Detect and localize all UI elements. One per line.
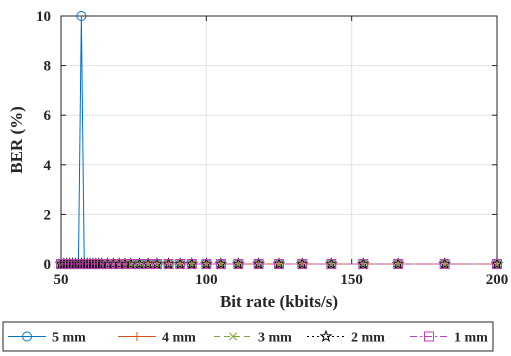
data-point [108, 259, 119, 269]
legend-marker [319, 329, 333, 342]
legend-label: 5 mm [52, 331, 86, 346]
data-point [252, 257, 266, 270]
data-point [185, 257, 199, 270]
legend-entry: 5 mm [8, 331, 86, 346]
data-point [201, 259, 212, 269]
data-point [175, 259, 186, 269]
data-point [438, 257, 452, 270]
data-point [119, 259, 130, 269]
legend-marker [229, 332, 237, 341]
legend-label: 1 mm [454, 331, 488, 346]
grid [60, 15, 498, 265]
data-point [391, 257, 405, 270]
y-tick-label: 10 [36, 9, 51, 25]
y-tick-label: 0 [44, 257, 52, 273]
data-point [96, 259, 107, 269]
axis-ticks: 50 100 150 200 0 2 4 6 8 10 [36, 9, 508, 288]
legend-label: 3 mm [258, 331, 292, 346]
series-line [61, 15, 497, 265]
data-point [215, 259, 226, 269]
data-point [231, 257, 245, 270]
data-point [186, 259, 197, 269]
series-group [54, 11, 504, 270]
y-tick-label: 2 [44, 207, 52, 223]
data-point [253, 259, 264, 269]
data-point [214, 257, 228, 270]
data-point [151, 259, 162, 269]
data-point [295, 257, 309, 270]
y-axis-title: BER (%) [7, 106, 26, 174]
y-tick-label: 4 [44, 158, 52, 174]
data-point [272, 257, 286, 270]
data-point [114, 259, 125, 269]
plot-frame [60, 15, 498, 265]
x-tick-label: 150 [340, 272, 363, 288]
data-point [356, 257, 370, 270]
legend-label: 2 mm [351, 331, 385, 346]
x-tick-label: 200 [486, 272, 509, 288]
legend: 5 mm 4 mm 3 mm 2 mm 1 mm [2, 321, 494, 352]
data-point [358, 259, 369, 269]
data-point [233, 259, 244, 269]
legend-marker [424, 331, 434, 342]
data-point [393, 259, 404, 269]
data-point [163, 259, 174, 269]
data-point [324, 257, 338, 270]
x-tick-label: 50 [54, 272, 69, 288]
legend-entry: 1 mm [410, 331, 488, 346]
legend-marker [132, 332, 142, 341]
data-point [326, 259, 337, 269]
series-1-mm [56, 259, 502, 269]
x-axis-title: Bit rate (kbits/s) [220, 292, 338, 311]
y-tick-label: 8 [44, 59, 52, 75]
data-point [76, 11, 87, 21]
legend-entry: 3 mm [214, 331, 292, 346]
series-5-mm [56, 11, 502, 269]
data-point [490, 257, 504, 270]
legend-entry: 2 mm [307, 329, 385, 346]
legend-marker [22, 331, 32, 342]
data-point [297, 259, 308, 269]
legend-entry: 4 mm [118, 331, 196, 346]
y-tick-label: 6 [44, 108, 52, 124]
legend-label: 4 mm [162, 331, 196, 346]
data-point [173, 257, 187, 270]
data-point [274, 259, 284, 269]
data-point [162, 257, 175, 270]
data-point [492, 259, 502, 269]
x-tick-label: 100 [195, 272, 218, 288]
data-point [199, 257, 213, 270]
data-point [102, 259, 113, 269]
data-point [439, 259, 450, 269]
